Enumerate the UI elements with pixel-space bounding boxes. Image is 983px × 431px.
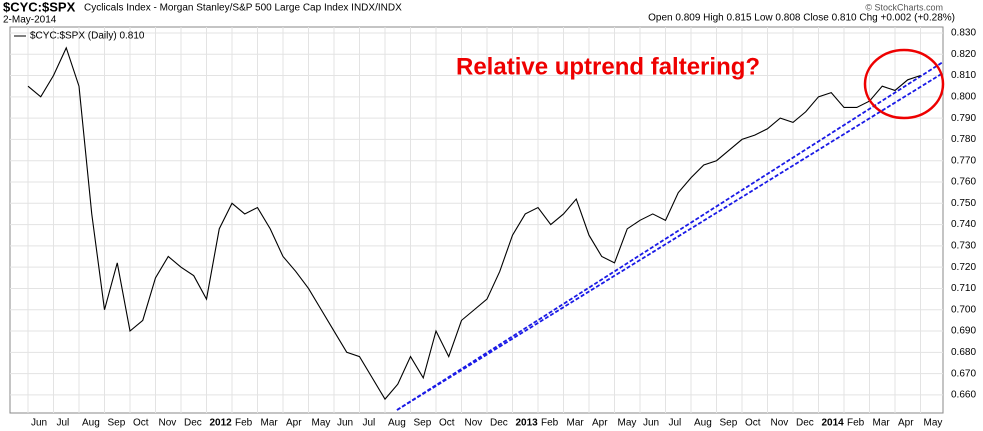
x-tick-label: Apr (592, 418, 608, 429)
x-tick-label: Sep (414, 418, 432, 429)
y-tick-label: 0.760 (951, 177, 976, 188)
x-tick-label: Feb (235, 418, 253, 429)
y-tick-label: 0.690 (951, 326, 976, 337)
x-tick-label: Sep (720, 418, 738, 429)
y-tick-label: 0.660 (951, 390, 976, 401)
x-tick-label: Jun (337, 418, 353, 429)
x-tick-label: Mar (567, 418, 585, 429)
x-tick-label: Aug (82, 418, 100, 429)
x-tick-label: May (312, 418, 331, 429)
x-tick-label: Nov (159, 418, 177, 429)
x-tick-label: Dec (796, 418, 814, 429)
y-tick-label: 0.830 (951, 28, 976, 39)
x-tick-label: May (924, 418, 943, 429)
y-tick-label: 0.810 (951, 70, 976, 81)
y-tick-label: 0.730 (951, 241, 976, 252)
x-tick-label: Jul (363, 418, 376, 429)
chart-subtitle: Cyclicals Index - Morgan Stanley/S&P 500… (84, 3, 402, 14)
y-tick-label: 0.800 (951, 91, 976, 102)
date: 2-May-2014 (3, 15, 57, 26)
x-tick-label: Aug (388, 418, 406, 429)
x-tick-label: Jul (57, 418, 70, 429)
y-tick-label: 0.790 (951, 113, 976, 124)
x-tick-label: Apr (898, 418, 914, 429)
x-tick-label: Nov (771, 418, 789, 429)
series-line (27, 46, 921, 401)
plot-frame (9, 26, 944, 414)
y-tick-label: 0.710 (951, 283, 976, 294)
grid (10, 27, 943, 413)
source: © StockCharts.com (865, 2, 943, 12)
y-tick-label: 0.680 (951, 347, 976, 358)
y-tick-label: 0.700 (951, 304, 976, 315)
y-tick-label: 0.820 (951, 49, 976, 60)
x-tick-label: Dec (490, 418, 508, 429)
trend-line (396, 61, 944, 411)
x-tick-label: Oct (439, 418, 455, 429)
x-tick-label: Feb (541, 418, 559, 429)
chart-title: $CYC:$SPX (3, 0, 76, 14)
x-tick-label: Jun (31, 418, 47, 429)
y-tick-label: 0.750 (951, 198, 976, 209)
trend-line (396, 72, 944, 411)
x-tick-label: Oct (133, 418, 149, 429)
x-tick-label: 2012 (210, 418, 233, 429)
y-tick-label: 0.670 (951, 368, 976, 379)
y-tick-label: 0.770 (951, 155, 976, 166)
x-tick-label: Jul (669, 418, 682, 429)
highlight-circle (863, 48, 945, 120)
x-tick-label: Feb (847, 418, 865, 429)
x-tick-label: Dec (184, 418, 202, 429)
x-tick-label: Jun (643, 418, 659, 429)
y-tick-label: 0.740 (951, 219, 976, 230)
x-tick-label: Apr (286, 418, 302, 429)
y-tick-label: 0.780 (951, 134, 976, 145)
legend-label: $CYC:$SPX (Daily) 0.810 (30, 31, 145, 42)
x-tick-label: Oct (745, 418, 761, 429)
x-tick-label: Mar (261, 418, 279, 429)
quote: Open 0.809 High 0.815 Low 0.808 Close 0.… (648, 13, 955, 24)
x-tick-label: Sep (108, 418, 126, 429)
annotation: Relative uptrend faltering? (456, 53, 760, 80)
plot (27, 46, 921, 401)
x-tick-label: Nov (465, 418, 483, 429)
x-tick-label: May (618, 418, 637, 429)
x-tick-label: Mar (873, 418, 891, 429)
x-tick-label: 2014 (822, 418, 845, 429)
y-tick-label: 0.720 (951, 262, 976, 273)
x-tick-label: 2013 (516, 418, 539, 429)
x-tick-label: Aug (694, 418, 712, 429)
